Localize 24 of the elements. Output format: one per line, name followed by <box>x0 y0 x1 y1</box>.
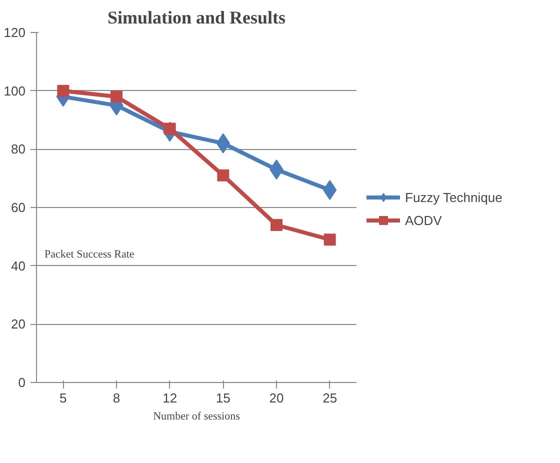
legend-label: AODV <box>405 212 442 228</box>
x-tick-label: 25 <box>322 390 338 406</box>
y-tick-label: 100 <box>4 83 26 98</box>
point <box>324 234 336 246</box>
y-tick-label: 0 <box>18 375 26 390</box>
chart-title: Simulation and Results <box>107 8 286 28</box>
x-tick-label: 8 <box>112 390 120 406</box>
y-tick-label: 120 <box>4 25 26 40</box>
point <box>323 180 337 200</box>
legend-label: Fuzzy Technique <box>405 190 502 204</box>
point <box>110 90 122 103</box>
point <box>270 219 282 231</box>
y-tick-label: 80 <box>11 142 26 157</box>
y-tick-label: 20 <box>11 316 26 332</box>
y-tick-label: 60 <box>11 200 26 215</box>
x-tick-label: 12 <box>162 390 178 406</box>
x-tick-label: 5 <box>60 390 67 406</box>
y-tick-label: 40 <box>11 258 26 274</box>
x-tick-label: 15 <box>216 390 230 406</box>
x-tick-label: 20 <box>269 390 284 406</box>
point <box>57 84 70 97</box>
annotation: Packet Success Rate <box>44 248 134 260</box>
x-axis-title: Number of sessions <box>153 410 240 422</box>
point <box>217 169 230 182</box>
